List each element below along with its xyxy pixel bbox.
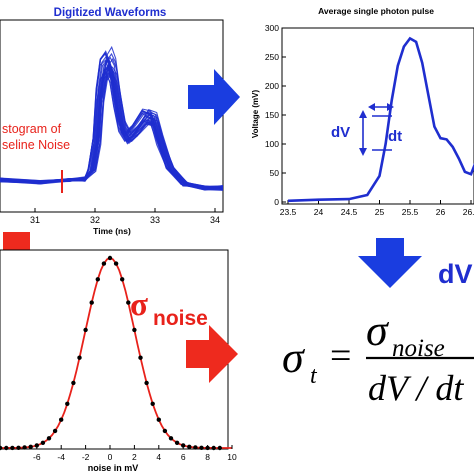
- histogram-point: [217, 445, 222, 451]
- y-tick-label: 50: [270, 168, 280, 178]
- x-tick-label: 26.5: [463, 207, 474, 217]
- histogram-point: [193, 445, 198, 450]
- histogram-point: [113, 261, 119, 266]
- y-tick-label: 300: [265, 23, 279, 33]
- x-tick-label: 33: [150, 215, 160, 225]
- histogram-x-axis: -6 -4 -2 0 2 4 6 8 10: [33, 445, 237, 462]
- x-axis-label: noise in mV: [88, 463, 139, 473]
- histogram-point: [83, 327, 88, 333]
- y-tick-label: 200: [265, 81, 279, 91]
- x-tick-label: 6: [181, 452, 186, 462]
- formula-equals: =: [330, 335, 351, 377]
- x-tick-label: 31: [30, 215, 40, 225]
- histogram-point: [107, 255, 113, 261]
- histogram-point: [162, 428, 168, 434]
- slope-annotation: dV dt: [331, 103, 402, 156]
- histogram-point: [65, 401, 70, 406]
- y-axis-label: Voltage (mV): [251, 90, 260, 139]
- histogram-point: [71, 380, 76, 386]
- y-tick-label: 150: [265, 110, 279, 120]
- dt-label: dt: [388, 128, 402, 145]
- histogram-point: [95, 277, 101, 282]
- histogram-point: [132, 327, 137, 333]
- dv-arrow-head-up-icon: [359, 110, 367, 118]
- waveforms-title: Digitized Waveforms: [54, 7, 167, 19]
- formula-numerator-sigma: σ: [366, 306, 390, 355]
- x-tick-label: 8: [205, 452, 210, 462]
- waveforms-panel: Digitized Waveforms stogram of seline No…: [0, 7, 224, 236]
- dv-partial-label: dV: [438, 259, 473, 289]
- x-tick-label: 24.5: [341, 207, 358, 217]
- histogram-point: [101, 261, 107, 266]
- dv-label: dV: [331, 124, 350, 141]
- histogram-point: [126, 300, 131, 305]
- down-arrow-blue-icon: [358, 238, 422, 288]
- y-tick-label: 100: [265, 139, 279, 149]
- histogram-point: [22, 445, 27, 450]
- histogram-points: [0, 255, 222, 451]
- histogram-point: [211, 445, 216, 451]
- pulse-line: [287, 36, 474, 203]
- pulse-axes: 23.5 24 24.5 25 25.5 26 26.5 0 50 100 150 200 250 300: [265, 23, 474, 217]
- waveform-trace: [0, 52, 223, 189]
- x-tick-label: 25.5: [402, 207, 419, 217]
- x-tick-label: 25: [375, 207, 385, 217]
- histogram-point: [59, 417, 64, 422]
- pulse-panel: Average single photon pulse 23.5 24 24.5 25…: [251, 6, 474, 217]
- noise-annotation-line2: seline Noise: [2, 138, 70, 152]
- x-axis-label: Time (ns): [93, 226, 131, 236]
- noise-annotation-line1: stogram of: [2, 122, 62, 136]
- histogram-point: [52, 428, 58, 434]
- histogram-point: [4, 445, 9, 451]
- histogram-point: [199, 445, 204, 450]
- histogram-point: [0, 445, 3, 451]
- pulse-title: Average single photon pulse: [318, 6, 434, 16]
- timing-formula: σ t = σ noise dV / dt: [282, 306, 474, 408]
- histogram-point: [10, 445, 15, 451]
- sigma-noise-symbol: σ: [130, 287, 148, 323]
- histogram-point: [28, 444, 33, 449]
- x-tick-label: 32: [90, 215, 100, 225]
- histogram-point: [150, 401, 155, 406]
- y-tick-label: 250: [265, 52, 279, 62]
- x-tick-label: 24: [314, 207, 324, 217]
- formula-denominator: dV / dt: [368, 368, 464, 408]
- x-tick-label: 0: [108, 452, 113, 462]
- right-arrow-red-icon: [186, 325, 238, 383]
- x-tick-label: 26: [436, 207, 446, 217]
- waveforms-x-axis: 31 32 33 34 Time (ns): [30, 208, 220, 236]
- histogram-point: [40, 440, 46, 445]
- histogram-point: [89, 300, 94, 305]
- histogram-point: [16, 445, 21, 450]
- formula-sigma-t-symbol: σ: [282, 333, 306, 382]
- waveform-trace: [0, 65, 223, 190]
- histogram-point: [187, 444, 192, 449]
- x-tick-label: 23.5: [280, 207, 297, 217]
- waveform-traces: [0, 45, 223, 191]
- histogram-point: [77, 355, 82, 360]
- x-tick-label: -4: [57, 452, 65, 462]
- histogram-point: [46, 436, 52, 441]
- histogram-point: [144, 380, 149, 386]
- y-tick-label: 0: [274, 197, 279, 207]
- x-tick-label: 34: [210, 215, 220, 225]
- histogram-point: [120, 277, 125, 282]
- histogram-point: [168, 436, 174, 441]
- histogram-point: [138, 355, 143, 360]
- x-tick-label: -2: [82, 452, 90, 462]
- histogram-point: [156, 417, 161, 422]
- x-tick-label: 2: [132, 452, 137, 462]
- sigma-noise-subscript: noise: [153, 307, 208, 330]
- right-arrow-icon: [188, 69, 240, 125]
- dv-arrow-head-down-icon: [359, 148, 367, 156]
- waveform-trace: [0, 71, 223, 189]
- x-tick-label: 4: [156, 452, 161, 462]
- x-tick-label: 10: [227, 452, 237, 462]
- formula-sigma-t-subscript: t: [310, 363, 318, 389]
- x-tick-label: -6: [33, 452, 41, 462]
- histogram-point: [174, 440, 180, 445]
- dt-arrow-head-left-icon: [368, 103, 375, 111]
- dt-arrow-head-right-icon: [387, 103, 394, 111]
